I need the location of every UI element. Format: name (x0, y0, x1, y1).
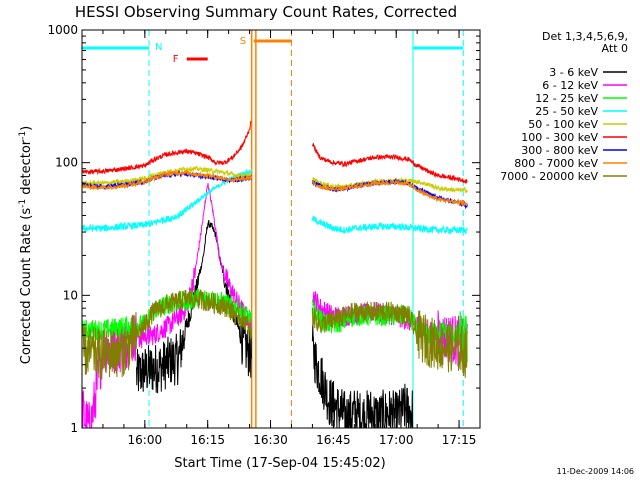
flare-label: F (173, 54, 179, 65)
legend-header-line2: Att 0 (602, 42, 628, 55)
legend-header-line1: Det 1,3,4,5,6,9, (542, 30, 628, 43)
night-label: N (155, 42, 162, 53)
y-tick-label: 100 (55, 156, 78, 170)
x-tick-label: 16:00 (128, 433, 163, 447)
chart-title: HESSI Observing Summary Count Rates, Cor… (75, 3, 457, 21)
legend-entry-label: 6 - 12 keV (542, 79, 598, 92)
x-tick-label: 17:15 (442, 433, 477, 447)
series-line-800_7000keV-1 (81, 169, 253, 191)
series-line-800_7000keV-2 (312, 178, 468, 207)
plot-frame (81, 29, 481, 429)
legend-entry-label: 25 - 50 keV (535, 105, 598, 118)
legend-entry-label: 50 - 100 keV (528, 118, 598, 131)
series-line-7000_20000keV-2 (311, 301, 468, 378)
series-line-100_300keV-1 (81, 120, 252, 176)
x-tick-label: 17:00 (379, 433, 414, 447)
legend-entry-label: 800 - 7000 keV (514, 157, 598, 170)
series-line-7000_20000keV-1 (81, 287, 253, 380)
legend-entry-label: 7000 - 20000 keV (500, 170, 598, 183)
x-tick-label: 16:15 (190, 433, 225, 447)
series-line-100_300keV-2 (311, 142, 468, 184)
series-line-25_50keV-2 (311, 215, 468, 236)
saa-label: S (240, 36, 246, 47)
x-tick-label: 16:45 (316, 433, 351, 447)
legend-entry-label: 3 - 6 keV (549, 66, 598, 79)
y-tick-label: 1 (70, 421, 78, 435)
series-line-3_6keV-2 (311, 324, 414, 429)
y-axis-label: Corrected Count Rate (s-1 detector-1) (18, 126, 34, 364)
x-axis-label: Start Time (17-Sep-04 15:45:02) (174, 456, 385, 471)
axes: 1 10 100 1000 16:00 16:15 16:30 16:45 17:00 17:15 (47, 23, 481, 447)
x-tick-label: 16:30 (253, 433, 288, 447)
plot-area: N S F (81, 30, 468, 429)
y-tick-label: 1000 (47, 23, 78, 37)
legend-entry-label: 100 - 300 keV (521, 131, 598, 144)
legend-entry-label: 300 - 800 keV (521, 144, 598, 157)
y-tick-label: 10 (63, 288, 78, 302)
legend-entry-label: 12 - 25 keV (535, 92, 598, 105)
series-line-25_50keV-1 (81, 168, 253, 233)
footer-date: 11-Dec-2009 14:06 (557, 467, 634, 476)
